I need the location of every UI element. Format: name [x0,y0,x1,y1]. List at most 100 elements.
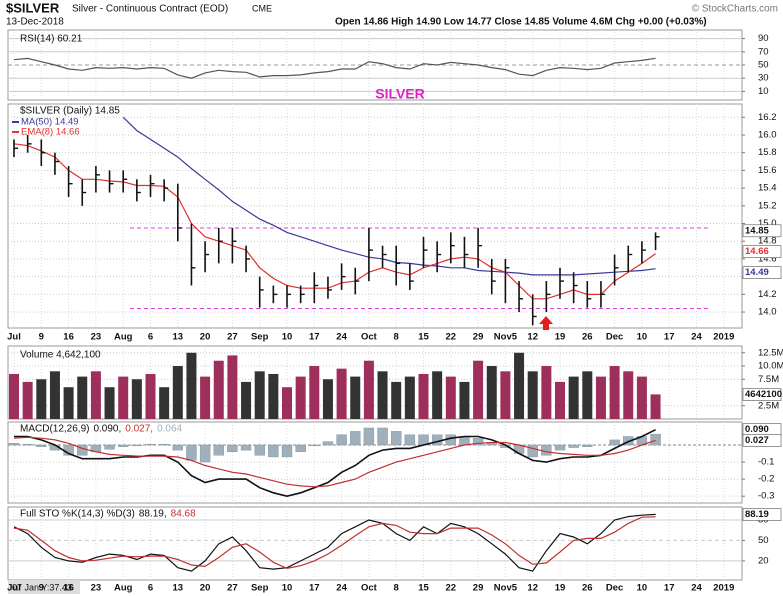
footer-box [8,580,80,594]
last-value-box [742,508,782,521]
x-tick-label: 17 [664,332,675,343]
volume-bar [172,366,183,419]
histogram-bar [404,434,416,446]
y-tick-label: 14.6 [758,253,777,264]
volume-bar [90,371,101,419]
x-tick-label: 15 [418,583,429,594]
histogram-bar [541,444,552,456]
series-line [122,116,656,276]
signal-arrow [539,316,553,330]
date: 13-Dec-2018 [6,17,64,28]
x-tick-label: 6 [148,332,153,343]
histogram-bar [281,444,293,458]
volume-bar [322,379,333,419]
series-line [13,57,656,79]
volume-bar [227,355,238,419]
x-tick-label: 20 [200,583,211,594]
histogram-bar [459,436,470,446]
x-tick-label: 22 [446,583,457,594]
x-tick-label: 10 [637,583,648,594]
histogram-bar [650,433,661,446]
histogram-bar [145,443,156,446]
x-tick-label: 12 [527,332,538,343]
last-value-label: 88.19 [745,509,769,520]
volume-bar [63,387,74,419]
panel-title: MACD(12,26,9) [20,424,89,435]
x-tick-label: 9 [39,583,44,594]
legend-label: MA(50) 14.49 [21,117,79,128]
x-tick-label: 8 [394,583,399,594]
last-value-box [742,245,782,258]
histogram-bar [254,444,265,456]
histogram-bar [268,444,279,458]
histogram-bar [445,434,456,446]
histogram-bar [623,436,634,446]
volume-bar [650,394,661,419]
last-value-label: 14.49 [745,267,769,278]
series-line [13,516,656,570]
histogram-bar [104,444,115,450]
last-value-box [742,388,782,401]
volume-bar [623,371,634,419]
footer: 07 Jan Y:37.43 [12,582,72,592]
histogram-bar [472,438,484,446]
last-value-label: 4642100 [745,389,782,400]
x-tick-label: 13 [173,332,184,343]
panel-title: RSI(14) 60.21 [20,34,83,45]
x-tick-label: 26 [582,332,593,343]
x-tick-label: 16 [63,583,74,594]
y-tick-label: 15.6 [758,165,777,176]
x-tick-label: 27 [227,332,238,343]
y-tick-label: 50 [758,60,769,71]
volume-bar [541,366,552,419]
volume-bar [418,373,429,419]
legend-value: 0.064 [157,424,182,435]
histogram-bar [186,444,197,461]
volume-bar [254,371,265,419]
x-tick-label: 26 [582,583,593,594]
y-tick-label: 16.2 [758,112,777,123]
x-tick-label: 6 [148,583,153,594]
y-tick-label: -0.1 [758,457,774,468]
x-tick-label: 9 [39,332,44,343]
volume-bar [391,381,402,419]
volume-bar [268,373,279,419]
annotation: SILVER [375,86,425,102]
x-tick-label: 23 [91,332,102,343]
volume-bar [459,381,470,419]
x-tick-label: 24 [336,332,347,343]
y-tick-label: 15.8 [758,147,777,158]
volume-bar [77,376,88,419]
histogram-bar [527,444,538,458]
x-tick-label: 17 [309,332,320,343]
volume-bar [377,371,388,419]
symbol: $SILVER [6,0,60,15]
last-value-label: 14.66 [745,246,769,257]
volume-bar [118,376,129,419]
volume-bar [22,381,33,419]
panel-title: $SILVER (Daily) 14.85 [20,106,120,117]
volume-bar [595,376,606,419]
x-tick-label: 24 [691,332,702,343]
x-tick-label: Sep [251,332,269,343]
exchange: CME [252,3,272,13]
volume-bar [514,352,525,419]
volume-bar [131,379,142,419]
histogram-bar [554,444,566,451]
histogram-bar [36,444,47,447]
x-tick-label: Oct [361,332,378,343]
volume-bar [473,360,484,419]
histogram-bar [609,439,620,446]
volume-bar [36,379,47,419]
histogram-bar [568,444,579,448]
volume-bar [282,387,292,419]
histogram-bar [309,444,320,447]
y-tick-label: 14.2 [758,289,777,300]
y-tick-label: 30 [758,73,769,84]
credit: © StockCharts.com [692,4,778,15]
last-value-label: 14.85 [745,225,769,236]
volume-bar [295,376,306,419]
volume-bar [9,373,19,419]
legend-value: 0.090, [93,424,121,435]
panel-title: Full STO %K(14,3) %D(3) [20,509,135,520]
